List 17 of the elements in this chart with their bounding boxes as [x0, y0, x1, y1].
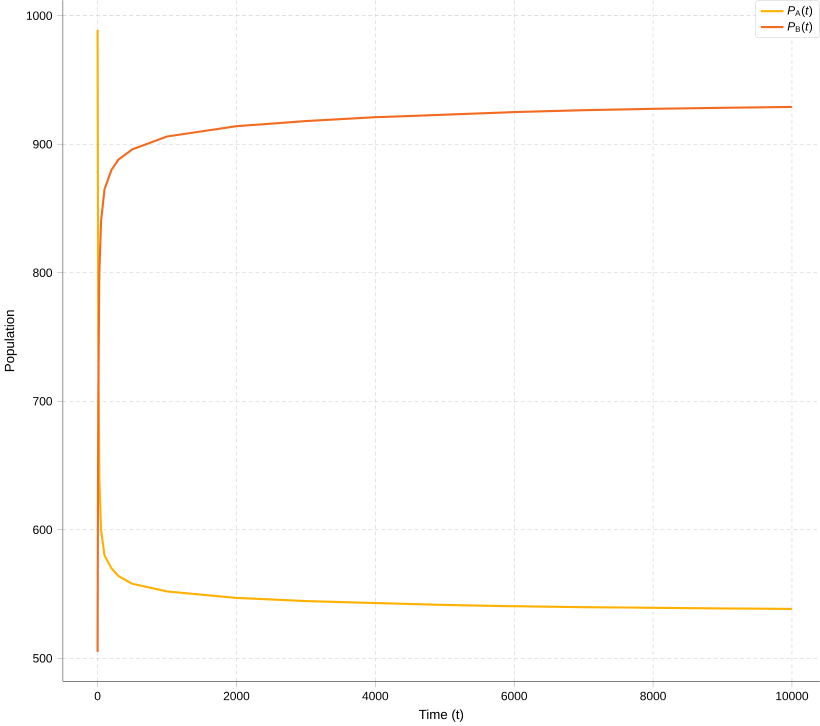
line-series [96, 106, 794, 653]
legend-label: P$_{A}$(t) [788, 6, 812, 17]
legend-label: P$_{B}$(t) [788, 22, 812, 33]
x-tick-label: 8000 [640, 692, 666, 700]
y-tick-label: 500 [33, 654, 52, 662]
x-axis-title: Time (t) [418, 709, 464, 722]
x-tick-label: 6000 [502, 692, 528, 700]
y-tick-label: 1000 [26, 11, 52, 20]
x-tick-label: 2000 [224, 692, 250, 700]
y-tick-label: 700 [33, 396, 52, 406]
x-tick-label: 10000 [776, 692, 808, 700]
y-tick-label: 600 [33, 525, 52, 534]
y-tick-label: 900 [33, 140, 52, 148]
x-tick-label: 0 [94, 692, 100, 700]
x-tick-label: 4000 [362, 692, 388, 700]
y-axis-title: Population [4, 310, 17, 372]
y-tick-label: 800 [33, 268, 52, 277]
